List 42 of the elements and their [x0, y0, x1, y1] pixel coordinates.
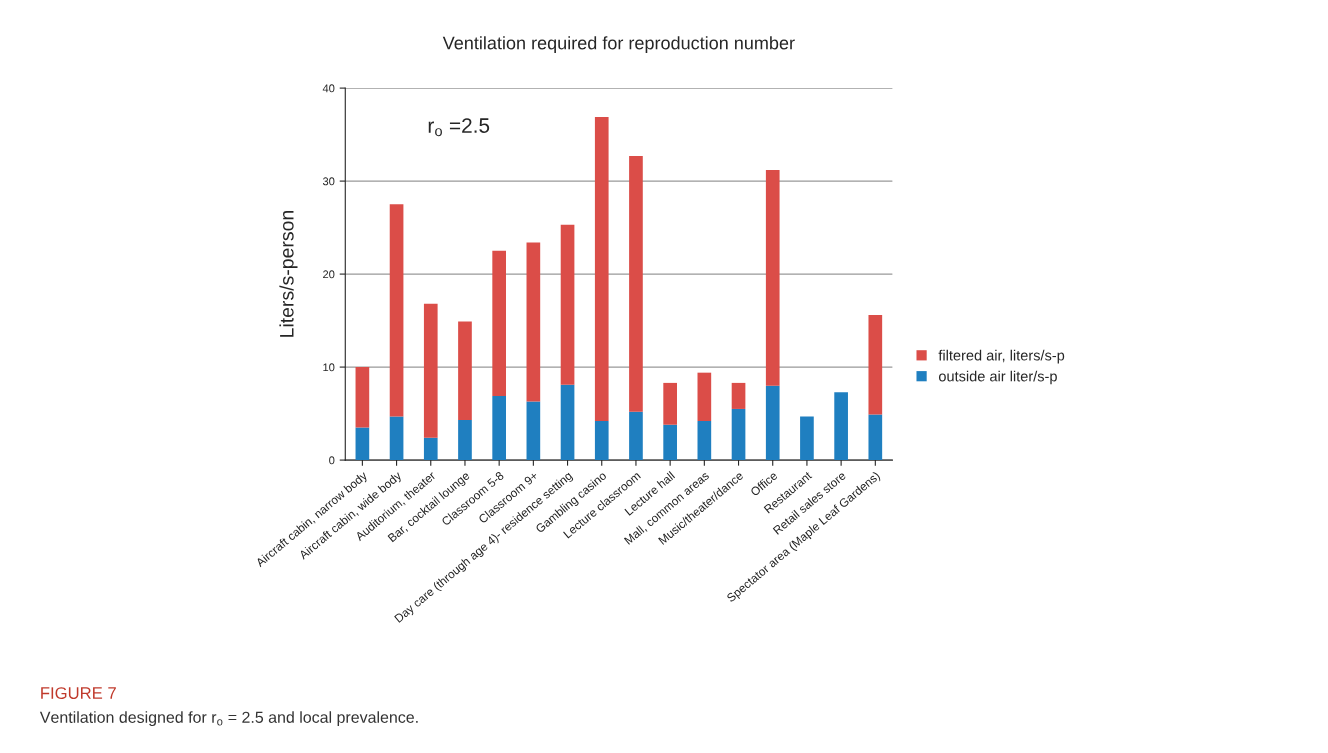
y-tick-label: 20 [323, 270, 335, 279]
bar [355, 427, 370, 461]
bar [526, 401, 541, 461]
bar [526, 242, 541, 402]
bar [731, 408, 746, 461]
bar [389, 416, 404, 461]
bar [423, 437, 438, 461]
bar [560, 384, 575, 461]
bar [423, 303, 438, 438]
bar [458, 321, 472, 421]
bar [492, 395, 506, 461]
bar [355, 367, 370, 428]
annotation: r$_{o}$ =2.5 [428, 118, 490, 137]
bar [697, 372, 712, 422]
bar [765, 385, 780, 461]
bar [834, 392, 848, 461]
caption: FIGURE 7 [41, 687, 116, 699]
bar [492, 250, 506, 396]
y-tick-label: 10 [323, 363, 335, 372]
bar [800, 416, 814, 461]
bar [458, 420, 472, 461]
y-tick-label: 0 [329, 456, 335, 465]
y-tick-label: 40 [322, 84, 335, 93]
bar [594, 116, 609, 422]
bar [629, 411, 643, 461]
bar [868, 414, 883, 461]
bar [629, 155, 643, 412]
bar [731, 382, 746, 409]
bar [663, 424, 677, 461]
bar [868, 315, 883, 415]
legend-label: filtered air, liters/s-p [938, 349, 1065, 364]
chart-title: Ventilation required for reproduction number [442, 36, 795, 53]
y-tick-label: 30 [322, 177, 335, 186]
bar [697, 421, 712, 461]
bar [594, 421, 609, 461]
legend-label: outside air liter/s-p [938, 370, 1057, 385]
y-axis-title: Liters/s-person [279, 211, 298, 337]
bar [663, 382, 677, 425]
bar [389, 204, 404, 417]
text: Ventilation designed for r$_{o}$ = 2.5 and local prevalence. [39, 711, 418, 727]
bar [560, 224, 575, 385]
bar [765, 169, 780, 386]
